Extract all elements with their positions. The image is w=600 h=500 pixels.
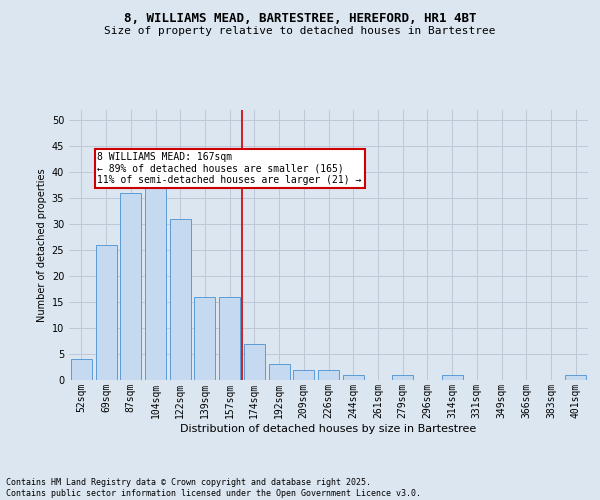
Bar: [71, 359, 92, 380]
Text: 8, WILLIAMS MEAD, BARTESTREE, HEREFORD, HR1 4BT: 8, WILLIAMS MEAD, BARTESTREE, HEREFORD, …: [124, 12, 476, 26]
X-axis label: Distribution of detached houses by size in Bartestree: Distribution of detached houses by size …: [181, 424, 476, 434]
Y-axis label: Number of detached properties: Number of detached properties: [37, 168, 47, 322]
Bar: [95, 245, 116, 380]
Bar: [269, 364, 290, 380]
Bar: [120, 193, 141, 380]
Bar: [170, 219, 191, 380]
Bar: [343, 375, 364, 380]
Bar: [244, 344, 265, 380]
Text: Size of property relative to detached houses in Bartestree: Size of property relative to detached ho…: [104, 26, 496, 36]
Bar: [145, 172, 166, 380]
Bar: [318, 370, 339, 380]
Bar: [442, 375, 463, 380]
Text: Contains HM Land Registry data © Crown copyright and database right 2025.
Contai: Contains HM Land Registry data © Crown c…: [6, 478, 421, 498]
Bar: [392, 375, 413, 380]
Text: 8 WILLIAMS MEAD: 167sqm
← 89% of detached houses are smaller (165)
11% of semi-d: 8 WILLIAMS MEAD: 167sqm ← 89% of detache…: [97, 152, 362, 184]
Bar: [219, 297, 240, 380]
Bar: [293, 370, 314, 380]
Bar: [194, 297, 215, 380]
Bar: [565, 375, 586, 380]
